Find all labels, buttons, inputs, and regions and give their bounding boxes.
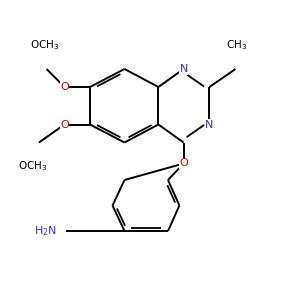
Text: H$_2$N: H$_2$N — [34, 224, 57, 238]
Text: O: O — [179, 158, 188, 169]
Text: OCH$_3$: OCH$_3$ — [18, 159, 48, 173]
Text: CH$_3$: CH$_3$ — [226, 39, 248, 52]
Text: N: N — [179, 64, 188, 74]
Text: N: N — [205, 119, 214, 130]
Text: O: O — [60, 82, 69, 92]
Text: OCH$_3$: OCH$_3$ — [30, 39, 60, 52]
Text: O: O — [60, 119, 69, 130]
